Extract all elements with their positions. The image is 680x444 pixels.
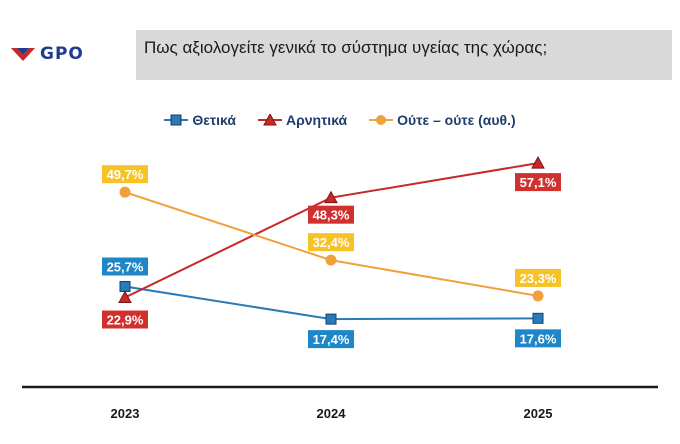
data-point-positive — [532, 312, 544, 324]
page-title: Πως αξιολογείτε γενικά το σύστημα υγείας… — [144, 38, 548, 57]
data-label-box-neutral — [515, 268, 561, 287]
legend-marker-square-icon — [164, 114, 189, 126]
data-label-positive: 17,4% — [313, 332, 350, 347]
chart-legend: Θετικά Αρνητικά Ούτε – ούτε (αυθ.) — [0, 112, 680, 128]
legend-label-positive: Θετικά — [192, 112, 236, 128]
x-tick-label: 2025 — [524, 406, 553, 421]
data-label-positive: 17,6% — [520, 331, 557, 346]
x-tick-label: 2023 — [111, 406, 140, 421]
legend-marker-triangle-icon — [257, 114, 282, 126]
data-point-negative — [531, 156, 545, 169]
data-label-positive: 25,7% — [107, 259, 144, 274]
data-label-box-positive — [515, 329, 561, 348]
data-point-neutral — [532, 290, 544, 302]
data-label-box-positive — [102, 257, 148, 276]
legend-marker-circle-icon — [369, 115, 394, 125]
data-label-box-neutral — [308, 233, 354, 252]
legend-label-neutral: Ούτε – ούτε (αυθ.) — [397, 112, 516, 128]
data-label-box-negative — [515, 173, 561, 192]
data-label-box-negative — [102, 310, 148, 329]
legend-item-neutral: Ούτε – ούτε (αυθ.) — [369, 112, 516, 128]
data-label-negative: 57,1% — [520, 175, 557, 190]
data-point-positive — [325, 313, 337, 325]
logo-text: GPO — [40, 44, 84, 64]
data-label-negative: 22,9% — [107, 313, 144, 328]
legend-item-positive: Θετικά — [164, 112, 236, 128]
title-bar: Πως αξιολογείτε γενικά το σύστημα υγείας… — [136, 30, 672, 80]
data-point-positive — [119, 280, 131, 292]
data-label-neutral: 23,3% — [520, 271, 557, 286]
data-point-negative — [118, 290, 132, 304]
legend-label-negative: Αρνητικά — [285, 112, 348, 128]
data-label-neutral: 49,7% — [107, 167, 144, 182]
brand-logo: GPO — [10, 44, 84, 64]
data-point-neutral — [325, 254, 337, 266]
data-label-negative: 48,3% — [313, 208, 350, 223]
data-label-box-negative — [308, 205, 354, 224]
legend-item-negative: Αρνητικά — [257, 112, 348, 128]
x-tick-label: 2024 — [317, 406, 347, 421]
data-point-neutral — [119, 186, 131, 198]
series-line-negative — [124, 162, 539, 299]
data-label-neutral: 32,4% — [313, 235, 350, 250]
logo-mark-icon — [11, 48, 35, 61]
data-point-negative — [324, 190, 338, 204]
data-label-box-neutral — [102, 165, 148, 184]
data-label-box-positive — [308, 330, 354, 349]
